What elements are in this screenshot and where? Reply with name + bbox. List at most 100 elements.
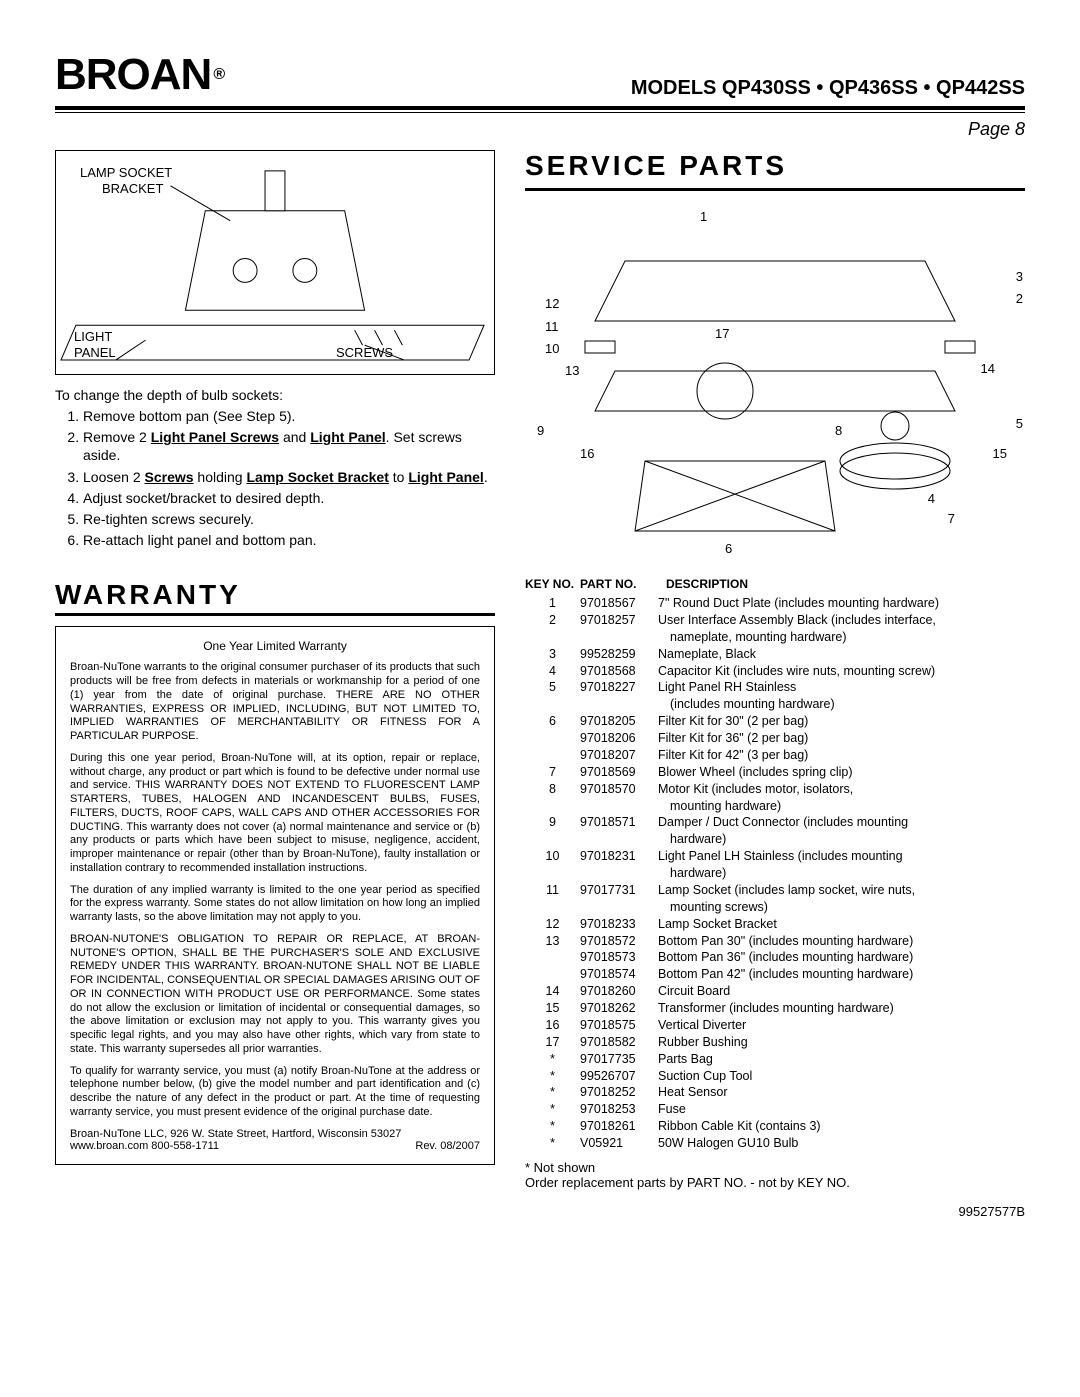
parts-key: 10 xyxy=(525,848,580,865)
warranty-addr2: www.broan.com 800-558-1711 xyxy=(70,1140,219,1152)
parts-desc: Suction Cup Tool xyxy=(650,1068,1025,1085)
parts-pn: 97018205 xyxy=(580,713,650,730)
callout-8: 8 xyxy=(835,423,842,438)
parts-key: 16 xyxy=(525,1017,580,1034)
parts-header: KEY NO. PART NO. DESCRIPTION xyxy=(525,577,1025,591)
parts-pn: V05921 xyxy=(580,1135,650,1152)
parts-desc: Lamp Socket Bracket xyxy=(650,916,1025,933)
parts-row: 297018257User Interface Assembly Black (… xyxy=(525,612,1025,629)
instr-4: Adjust socket/bracket to desired depth. xyxy=(83,489,495,507)
parts-key: 2 xyxy=(525,612,580,629)
callout-15: 15 xyxy=(993,446,1007,461)
instr-5: Re-tighten screws securely. xyxy=(83,510,495,528)
parts-desc: hardware) xyxy=(650,831,1025,848)
parts-pn: 97018257 xyxy=(580,612,650,629)
parts-row: *97018261Ribbon Cable Kit (contains 3) xyxy=(525,1118,1025,1135)
callout-7: 7 xyxy=(948,511,955,526)
service-rule xyxy=(525,188,1025,191)
parts-desc: Filter Kit for 42" (3 per bag) xyxy=(650,747,1025,764)
header-part: PART NO. xyxy=(580,577,650,591)
parts-desc: Bottom Pan 30" (includes mounting hardwa… xyxy=(650,933,1025,950)
parts-key xyxy=(525,747,580,764)
parts-key xyxy=(525,949,580,966)
parts-row: (includes mounting hardware) xyxy=(525,696,1025,713)
parts-desc: Light Panel RH Stainless xyxy=(650,679,1025,696)
parts-row: *99526707Suction Cup Tool xyxy=(525,1068,1025,1085)
parts-pn: 97018570 xyxy=(580,781,650,798)
parts-key: 14 xyxy=(525,983,580,1000)
parts-desc: mounting screws) xyxy=(650,899,1025,916)
parts-desc: Transformer (includes mounting hardware) xyxy=(650,1000,1025,1017)
parts-row: 797018569Blower Wheel (includes spring c… xyxy=(525,764,1025,781)
parts-key: 15 xyxy=(525,1000,580,1017)
warranty-rule xyxy=(55,613,495,616)
parts-key: 5 xyxy=(525,679,580,696)
callout-2: 2 xyxy=(1016,291,1023,306)
exploded-svg xyxy=(525,201,1025,561)
parts-pn: 97017735 xyxy=(580,1051,650,1068)
parts-key xyxy=(525,798,580,815)
page-number: Page 8 xyxy=(55,119,1025,140)
parts-row: 399528259Nameplate, Black xyxy=(525,646,1025,663)
parts-pn: 97018582 xyxy=(580,1034,650,1051)
parts-row: 97018207Filter Kit for 42" (3 per bag) xyxy=(525,747,1025,764)
parts-key: 8 xyxy=(525,781,580,798)
exploded-view: 1 2 3 4 5 6 7 8 9 10 11 12 13 14 15 16 1… xyxy=(525,201,1025,561)
parts-desc: hardware) xyxy=(650,865,1025,882)
parts-row: 897018570Motor Kit (includes motor, isol… xyxy=(525,781,1025,798)
parts-row: nameplate, mounting hardware) xyxy=(525,629,1025,646)
parts-desc: mounting hardware) xyxy=(650,798,1025,815)
parts-key: * xyxy=(525,1084,580,1101)
parts-row: 497018568Capacitor Kit (includes wire nu… xyxy=(525,663,1025,680)
not-shown-note: * Not shown xyxy=(525,1160,1025,1175)
parts-row: *V0592150W Halogen GU10 Bulb xyxy=(525,1135,1025,1152)
parts-row: *97018252Heat Sensor xyxy=(525,1084,1025,1101)
parts-pn: 97018569 xyxy=(580,764,650,781)
header-rule-thick xyxy=(55,106,1025,110)
parts-desc: Capacitor Kit (includes wire nuts, mount… xyxy=(650,663,1025,680)
parts-row: 1970185677" Round Duct Plate (includes m… xyxy=(525,595,1025,612)
parts-key: 3 xyxy=(525,646,580,663)
parts-key: * xyxy=(525,1118,580,1135)
instructions-lead: To change the depth of bulb sockets: xyxy=(55,387,495,403)
parts-desc: Filter Kit for 30" (2 per bag) xyxy=(650,713,1025,730)
parts-key xyxy=(525,629,580,646)
parts-row: mounting screws) xyxy=(525,899,1025,916)
parts-row: 1097018231Light Panel LH Stainless (incl… xyxy=(525,848,1025,865)
parts-pn: 97018575 xyxy=(580,1017,650,1034)
parts-pn xyxy=(580,696,650,713)
parts-row: 997018571Damper / Duct Connector (includ… xyxy=(525,814,1025,831)
parts-key xyxy=(525,966,580,983)
parts-key xyxy=(525,899,580,916)
parts-pn: 97018573 xyxy=(580,949,650,966)
parts-pn: 97018261 xyxy=(580,1118,650,1135)
parts-desc: Lamp Socket (includes lamp socket, wire … xyxy=(650,882,1025,899)
header-key: KEY NO. xyxy=(525,577,580,591)
warranty-subtitle: One Year Limited Warranty xyxy=(70,639,480,653)
label-panel: PANEL xyxy=(74,345,116,360)
parts-pn: 99528259 xyxy=(580,646,650,663)
callout-1: 1 xyxy=(700,209,707,224)
warranty-p3: The duration of any implied warranty is … xyxy=(70,884,480,925)
parts-desc: Vertical Diverter xyxy=(650,1017,1025,1034)
parts-pn: 97018571 xyxy=(580,814,650,831)
order-note: Order replacement parts by PART NO. - no… xyxy=(525,1175,1025,1190)
parts-pn: 97018207 xyxy=(580,747,650,764)
parts-desc: Circuit Board xyxy=(650,983,1025,1000)
instr-2: Remove 2 Light Panel Screws and Light Pa… xyxy=(83,428,495,464)
label-bracket: BRACKET xyxy=(102,181,163,196)
callout-9: 9 xyxy=(537,423,544,438)
parts-row: 1197017731Lamp Socket (includes lamp soc… xyxy=(525,882,1025,899)
parts-row: mounting hardware) xyxy=(525,798,1025,815)
parts-pn: 97018227 xyxy=(580,679,650,696)
warranty-p2: During this one year period, Broan-NuTon… xyxy=(70,752,480,876)
parts-pn xyxy=(580,831,650,848)
parts-desc: Rubber Bushing xyxy=(650,1034,1025,1051)
parts-key: 6 xyxy=(525,713,580,730)
instructions-list: Remove bottom pan (See Step 5). Remove 2… xyxy=(83,407,495,549)
parts-pn: 97018206 xyxy=(580,730,650,747)
parts-pn: 97018253 xyxy=(580,1101,650,1118)
parts-desc: Filter Kit for 36" (2 per bag) xyxy=(650,730,1025,747)
parts-pn: 97018233 xyxy=(580,916,650,933)
parts-desc: 50W Halogen GU10 Bulb xyxy=(650,1135,1025,1152)
